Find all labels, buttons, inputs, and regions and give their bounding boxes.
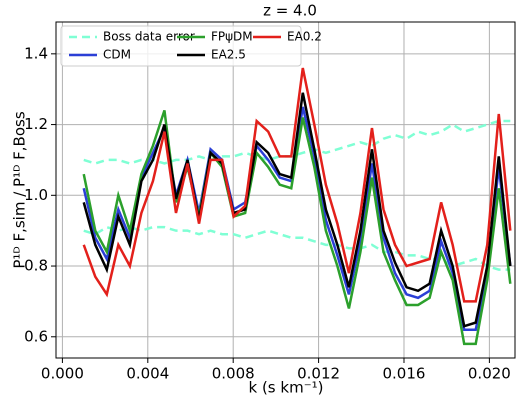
line-series [82, 92, 512, 328]
x-tick-label: 0.012 [297, 365, 340, 383]
legend-label: FPψDM [211, 30, 253, 44]
x-tick-label: 0.016 [383, 365, 426, 383]
x-tick-label: 0.008 [212, 365, 255, 383]
legend-box [60, 25, 302, 67]
legend-label: EA2.5 [211, 48, 246, 62]
plot-frame [55, 21, 516, 359]
y-tick-label: 0.8 [24, 257, 48, 275]
legend-label: Boss data error [103, 30, 195, 44]
y-tick-label: 1.0 [24, 186, 48, 204]
line-series [82, 67, 512, 303]
x-tick-label: 0.004 [126, 365, 169, 383]
legend-label: CDM [103, 48, 131, 62]
y-tick-label: 1.2 [24, 115, 48, 133]
legend-label: EA0.2 [287, 30, 322, 44]
chart-title: z = 4.0 [263, 2, 317, 20]
y-tick-label: 1.4 [24, 44, 48, 62]
x-axis-label: k (s km⁻¹) [249, 379, 324, 397]
line-series [82, 110, 512, 346]
y-axis-label: P¹ᴰ F,sim / P¹ᴰ F,Boss [11, 111, 29, 268]
y-tick-label: 0.6 [24, 327, 48, 345]
x-tick-label: 0.020 [468, 365, 511, 383]
x-tick-label: 0.000 [41, 365, 84, 383]
